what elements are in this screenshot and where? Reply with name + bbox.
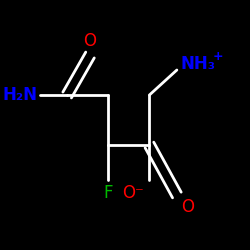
Text: NH₃: NH₃	[180, 55, 215, 73]
Text: O: O	[182, 198, 194, 216]
Text: +: +	[212, 50, 223, 63]
Text: H₂N: H₂N	[2, 86, 37, 104]
Text: F: F	[104, 184, 113, 202]
Text: O: O	[84, 32, 96, 50]
Text: O⁻: O⁻	[122, 184, 144, 202]
